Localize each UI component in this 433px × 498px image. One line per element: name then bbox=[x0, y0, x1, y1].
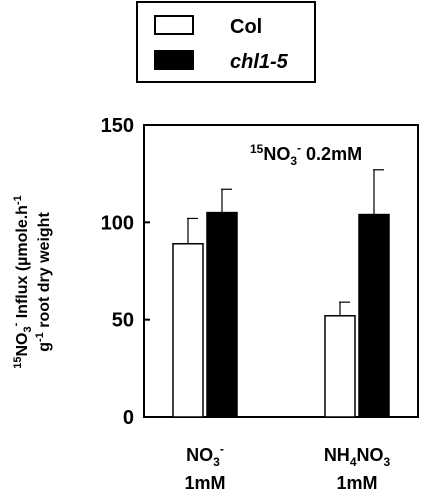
y-tick-label: 100 bbox=[101, 212, 134, 234]
bar-col-nitrate bbox=[172, 242, 204, 418]
bar-col-ammonium-nitrate bbox=[324, 315, 356, 418]
bar-chl1-5-nitrate bbox=[206, 211, 238, 418]
legend-swatch-chl1-5 bbox=[154, 50, 194, 70]
bar-chl1-5-ammonium-nitrate bbox=[358, 213, 390, 418]
y-tick-label: 0 bbox=[123, 407, 134, 429]
y-tick-label: 50 bbox=[112, 310, 134, 332]
legend-swatch-col bbox=[154, 15, 194, 35]
legend: Col chl1-5 bbox=[136, 1, 316, 83]
y-axis-label: 15NO3- Influx (µmole.h-1 g-1 root dry we… bbox=[10, 195, 53, 369]
y-ticks: 0 50 100 150 bbox=[101, 115, 150, 429]
bars bbox=[172, 169, 390, 418]
x-tick-labels: NO3- 1mM NH4NO3 1mM bbox=[184, 442, 390, 493]
y-axis-label-line2: g-1 root dry weight bbox=[34, 212, 53, 352]
plot-area bbox=[143, 124, 419, 418]
y-axis-label-line1: 15NO3- Influx (µmole.h-1 bbox=[10, 195, 34, 369]
x-tick-label-ammonium-nitrate-line2: 1mM bbox=[336, 473, 377, 493]
legend-label-col: Col bbox=[230, 16, 262, 38]
legend-label-chl1-5: chl1-5 bbox=[230, 51, 289, 73]
annotation-condition: 15NO3- 0.2mM bbox=[250, 141, 362, 168]
x-tick-label-nitrate-line2: 1mM bbox=[184, 473, 225, 493]
plot-frame bbox=[143, 124, 419, 418]
x-tick-label-nitrate-line1: NO3- bbox=[186, 442, 224, 469]
y-tick-label: 150 bbox=[101, 115, 134, 137]
x-tick-label-ammonium-nitrate-line1: NH4NO3 bbox=[324, 445, 391, 469]
